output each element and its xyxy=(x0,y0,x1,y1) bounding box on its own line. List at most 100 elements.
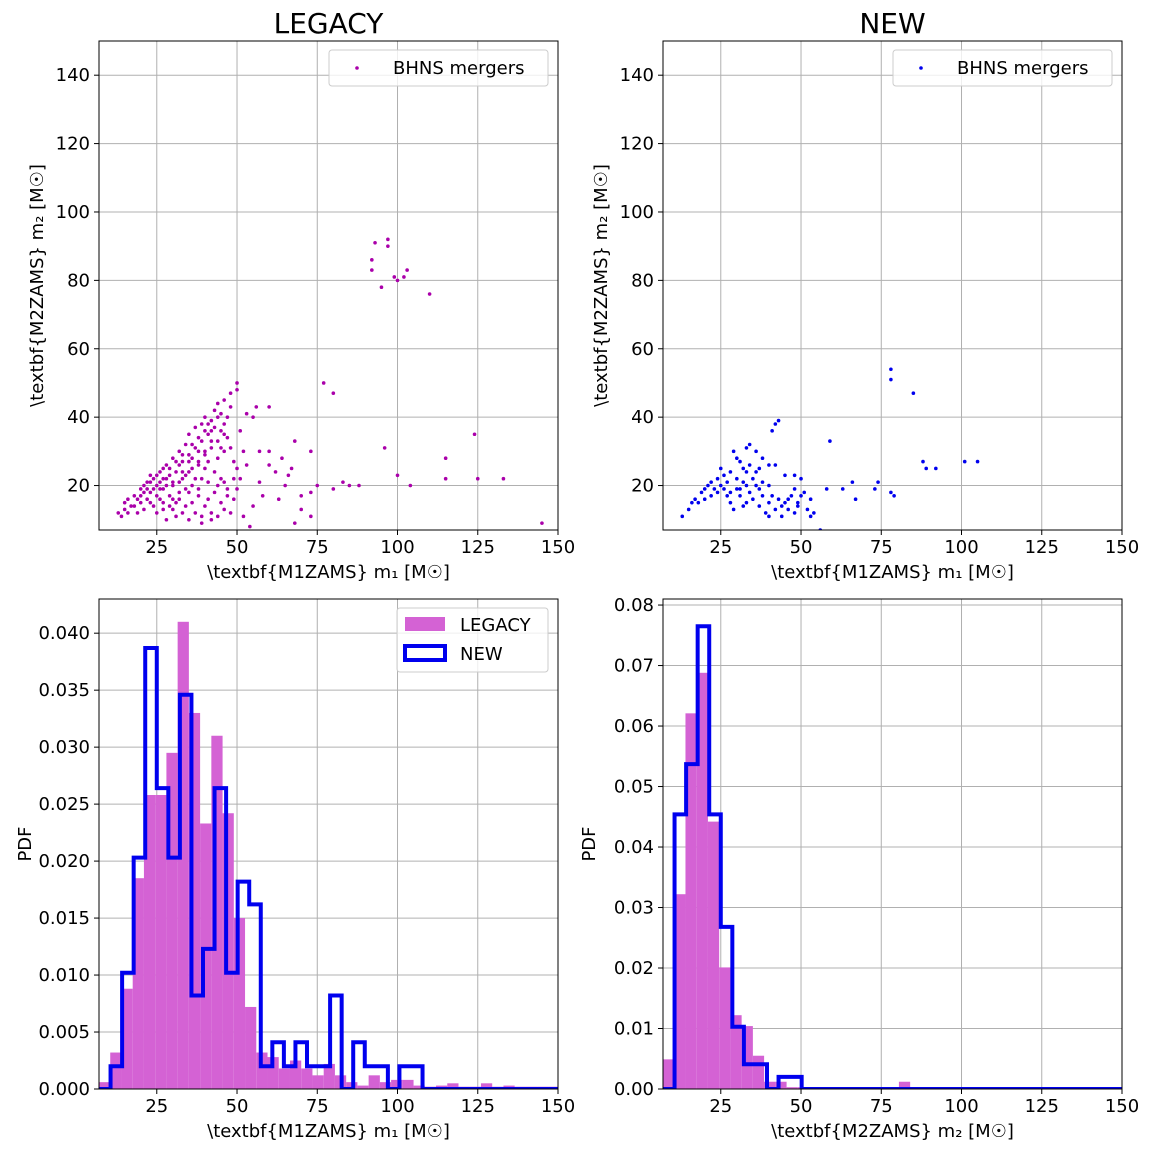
y-tick-label: 100 xyxy=(56,202,90,223)
y-tick-label: 0.035 xyxy=(38,680,90,701)
data-point xyxy=(722,473,726,478)
data-point xyxy=(203,452,207,457)
data-point xyxy=(158,480,162,484)
data-point xyxy=(209,418,214,423)
data-point xyxy=(779,504,784,508)
data-point xyxy=(161,466,165,471)
data-point xyxy=(754,483,758,488)
data-point xyxy=(219,446,223,450)
x-tick-label: 100 xyxy=(380,537,414,558)
data-point xyxy=(754,449,758,454)
data-point xyxy=(773,422,778,426)
data-point xyxy=(164,483,169,488)
data-point xyxy=(196,435,201,440)
data-point xyxy=(187,452,191,457)
plot-area xyxy=(99,621,558,1089)
data-point xyxy=(132,494,137,498)
data-point xyxy=(738,487,742,491)
legend-box xyxy=(892,49,1113,87)
data-point xyxy=(151,504,156,508)
data-point xyxy=(805,507,810,512)
data-point xyxy=(142,483,146,488)
y-tick-label: 0.07 xyxy=(614,656,654,677)
data-point xyxy=(199,476,204,481)
data-point xyxy=(840,487,845,491)
data-point xyxy=(215,415,220,419)
data-point xyxy=(962,459,967,464)
data-point xyxy=(171,497,175,502)
data-point xyxy=(193,425,198,430)
data-point xyxy=(151,487,156,491)
data-point xyxy=(199,422,204,426)
data-point xyxy=(386,237,390,242)
data-point xyxy=(382,446,387,450)
hist-m1-panel: 25 50 75 100 125 150 0.000 0.005 0.010 0.015 0.020… xyxy=(15,598,575,1142)
data-point xyxy=(792,473,797,478)
data-point xyxy=(219,476,223,481)
data-point xyxy=(260,494,265,498)
data-point xyxy=(767,500,771,505)
data-point xyxy=(309,449,313,454)
data-point xyxy=(212,470,217,474)
data-point xyxy=(225,487,230,491)
histogram-bar xyxy=(278,1068,290,1089)
y-tick-label: 0.08 xyxy=(614,595,654,616)
data-point xyxy=(267,463,271,467)
data-point xyxy=(180,470,185,474)
chart-title: LEGACY xyxy=(274,7,385,40)
data-point xyxy=(402,275,406,279)
data-point xyxy=(706,483,710,488)
data-point xyxy=(735,487,739,491)
data-point xyxy=(203,466,207,471)
histogram-bar xyxy=(898,1081,911,1089)
data-point xyxy=(148,480,153,484)
x-tick-label: 150 xyxy=(541,1096,575,1117)
x-tick-label: 125 xyxy=(1025,1096,1059,1117)
data-point xyxy=(796,504,800,508)
data-point xyxy=(808,497,813,502)
data-point xyxy=(735,476,739,481)
data-point xyxy=(215,439,220,443)
data-point xyxy=(215,514,220,519)
y-tick-label: 0.010 xyxy=(38,965,90,986)
histogram-bar xyxy=(764,1081,776,1089)
data-point xyxy=(812,511,816,515)
data-point xyxy=(725,480,729,484)
y-tick-label: 0.005 xyxy=(38,1022,90,1043)
data-point xyxy=(770,429,774,433)
data-point xyxy=(773,507,778,512)
plot-area xyxy=(680,367,980,530)
y-tick-label: 60 xyxy=(67,339,90,360)
data-point xyxy=(177,449,182,454)
data-point xyxy=(122,500,127,505)
y-tick-label: 0.02 xyxy=(614,958,654,979)
x-tick-label: 50 xyxy=(226,537,249,558)
data-point xyxy=(741,504,746,508)
data-point xyxy=(199,514,204,519)
histogram-bar xyxy=(402,1079,414,1089)
data-point xyxy=(158,497,162,502)
plot-area xyxy=(663,624,1122,1089)
histogram-bar xyxy=(110,1052,122,1089)
x-tick-label: 150 xyxy=(541,537,575,558)
histogram-bar xyxy=(719,967,731,1089)
data-point xyxy=(709,494,713,498)
x-tick-label: 25 xyxy=(145,1096,168,1117)
data-point xyxy=(196,494,201,498)
data-point xyxy=(744,470,749,474)
data-point xyxy=(760,494,765,498)
data-point xyxy=(241,449,246,454)
data-point xyxy=(228,511,233,515)
data-point xyxy=(145,487,149,491)
data-point xyxy=(924,466,929,471)
histogram-bar xyxy=(200,823,212,1089)
data-point xyxy=(767,483,771,488)
histogram-bar xyxy=(99,1082,111,1089)
x-tick-label: 100 xyxy=(944,537,978,558)
data-point xyxy=(193,476,198,481)
data-point xyxy=(873,487,877,491)
data-point xyxy=(501,476,506,481)
data-point xyxy=(219,500,223,505)
data-point xyxy=(722,487,726,491)
